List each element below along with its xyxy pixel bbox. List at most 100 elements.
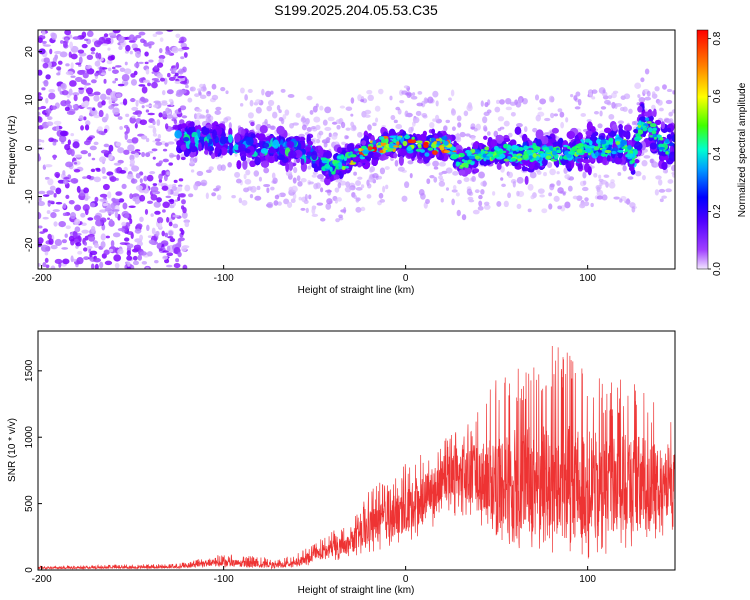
spectrogram-cell — [94, 263, 99, 269]
spectrogram-cell — [86, 106, 93, 110]
spectrogram-cell — [75, 242, 82, 247]
spectrogram-cell — [165, 107, 171, 114]
spectrogram-cell — [194, 135, 199, 145]
colorbar-tick-label: 0.2 — [712, 204, 723, 218]
spectrogram-cell — [211, 94, 219, 101]
spectrogram-cell — [240, 128, 246, 136]
spectrogram-cell — [563, 167, 568, 174]
spectrogram-cell — [443, 150, 450, 154]
spectrogram-cell — [105, 235, 110, 239]
spectrogram-cell — [145, 104, 153, 108]
colorbar-gradient — [696, 29, 709, 270]
spectrogram-cell — [67, 139, 71, 146]
spectrogram-cell — [415, 140, 423, 144]
spectrogram-cell — [452, 185, 457, 190]
spectrogram-cell — [168, 76, 176, 81]
spectrogram-cell — [115, 191, 122, 196]
spectrogram-cell — [590, 202, 594, 208]
spectrogram-cell — [672, 90, 675, 95]
spectrogram-cell — [649, 142, 657, 150]
spectrogram-cell — [559, 155, 563, 160]
spectrogram-cell — [153, 80, 161, 83]
spectrogram-cell — [244, 178, 252, 185]
spectrogram-cell — [567, 145, 571, 150]
spectrogram-cell — [179, 105, 187, 111]
spectrogram-cell — [564, 201, 571, 209]
spectrogram-cell — [189, 121, 195, 128]
spectrogram-cell — [211, 192, 217, 197]
spectrogram-cell — [582, 159, 591, 164]
spectrogram-cell — [47, 178, 54, 186]
spectrogram-cell — [200, 86, 207, 92]
spectrogram-cell — [111, 103, 119, 107]
spectrogram-cell — [298, 133, 305, 138]
spectrogram-cell — [254, 99, 262, 104]
spectrogram-cell — [135, 185, 143, 191]
spectrogram-cell — [452, 171, 459, 176]
spectrogram-cell — [582, 171, 587, 179]
spectrogram-cell — [633, 159, 640, 164]
spectrogram-cell — [217, 164, 223, 171]
spectrogram-cell — [586, 119, 592, 123]
spectrogram-cell — [100, 149, 109, 154]
spectrogram-cell — [231, 194, 236, 199]
spectrogram-cell — [129, 218, 133, 225]
spectrogram-cell — [511, 157, 517, 162]
x-tick-label: 100 — [579, 574, 596, 585]
spectrogram-cell — [359, 158, 368, 164]
spectrogram-cell — [548, 95, 555, 103]
spectrogram-cell — [567, 185, 573, 192]
spectrogram-cell — [619, 106, 625, 112]
spectrogram-cell — [582, 180, 587, 186]
spectrogram-cell — [45, 264, 50, 269]
spectrogram-cell — [152, 104, 159, 108]
spectrogram-cell — [345, 106, 353, 111]
spectrogram-cell — [451, 126, 456, 131]
x-tick-label: -100 — [214, 273, 234, 284]
spectrogram-cell — [503, 158, 510, 162]
spectrogram-cell — [543, 171, 547, 177]
spectrogram-cell — [211, 83, 217, 90]
spectrogram-cell — [174, 130, 182, 139]
spectrogram-cell — [84, 100, 90, 107]
spectrogram-cell — [620, 143, 624, 148]
spectrogram-cell — [241, 199, 248, 206]
spectrogram-cell — [285, 162, 290, 173]
spectrogram-cell — [292, 177, 297, 184]
spectrogram-cell — [172, 183, 177, 187]
spectrogram-cell — [73, 161, 78, 165]
spectrogram-frame — [37, 29, 676, 270]
spectrogram-cell — [145, 68, 150, 75]
spectrogram-cell — [522, 154, 529, 160]
spectrogram-cell — [482, 125, 488, 132]
spectrogram-cell — [254, 195, 262, 201]
spectrogram-cell — [594, 151, 599, 157]
spectrogram-cell — [470, 135, 476, 141]
spectrogram-cell — [593, 173, 598, 178]
spectrogram-cell — [671, 164, 675, 172]
spectrogram-cell — [522, 133, 528, 143]
spectrogram-cell — [432, 150, 438, 155]
spectrogram-cell — [121, 183, 127, 190]
spectrogram-cell — [208, 138, 213, 145]
spectrogram-cell — [406, 146, 412, 152]
spectrogram-cell — [215, 106, 222, 111]
spectrogram-cell — [458, 169, 466, 176]
spectrogram-cell — [81, 222, 87, 227]
spectrogram-cell — [93, 91, 101, 96]
spectrogram-cell — [172, 223, 179, 229]
spectrogram-cell — [658, 188, 666, 193]
spectrogram-cell — [162, 209, 166, 213]
spectrogram-cell — [94, 60, 101, 67]
spectrogram-cell — [336, 197, 342, 202]
spectrogram-cell — [548, 192, 553, 197]
spectrogram-cell — [117, 227, 125, 232]
spectrogram-cell — [571, 146, 578, 152]
spectrogram-cell — [70, 178, 79, 184]
spectrogram-cell — [372, 140, 377, 145]
spectrogram-cell — [445, 119, 451, 124]
spectrogram-cell — [457, 122, 462, 128]
spectrogram-cell — [147, 235, 153, 238]
spectrogram-cell — [187, 193, 194, 198]
spectrogram-cell — [47, 200, 55, 204]
